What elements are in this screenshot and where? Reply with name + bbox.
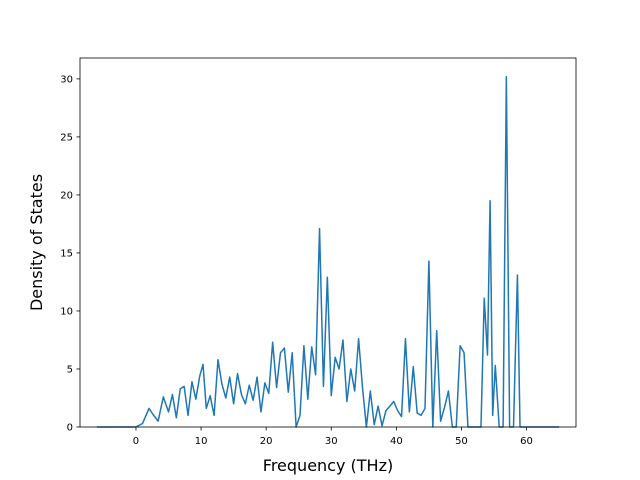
x-tick-label: 0 xyxy=(133,436,139,447)
x-tick-label: 10 xyxy=(195,436,208,447)
y-tick-label: 10 xyxy=(60,306,73,317)
y-tick-label: 20 xyxy=(60,190,73,201)
y-axis-label: Density of States xyxy=(27,174,46,311)
x-tick-label: 60 xyxy=(520,436,533,447)
y-tick-label: 0 xyxy=(67,423,73,434)
x-tick-label: 30 xyxy=(325,436,338,447)
y-tick-label: 15 xyxy=(60,248,73,259)
plot-area xyxy=(80,58,576,427)
y-tick-label: 5 xyxy=(67,364,73,375)
dos-series-line xyxy=(96,75,560,428)
y-tick-label: 30 xyxy=(60,74,73,85)
x-axis-label: Frequency (THz) xyxy=(263,456,393,475)
y-tick-label: 25 xyxy=(60,132,73,143)
plot-frame xyxy=(79,57,577,428)
x-tick-label: 20 xyxy=(260,436,273,447)
x-axis-ticks: 0 10 20 30 40 50 60 xyxy=(133,427,533,447)
y-axis-ticks: 0 5 10 15 20 25 30 xyxy=(60,74,80,434)
x-tick-label: 40 xyxy=(390,436,403,447)
x-tick-label: 50 xyxy=(455,436,468,447)
